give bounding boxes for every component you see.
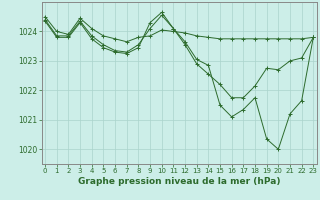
X-axis label: Graphe pression niveau de la mer (hPa): Graphe pression niveau de la mer (hPa) [78, 177, 280, 186]
